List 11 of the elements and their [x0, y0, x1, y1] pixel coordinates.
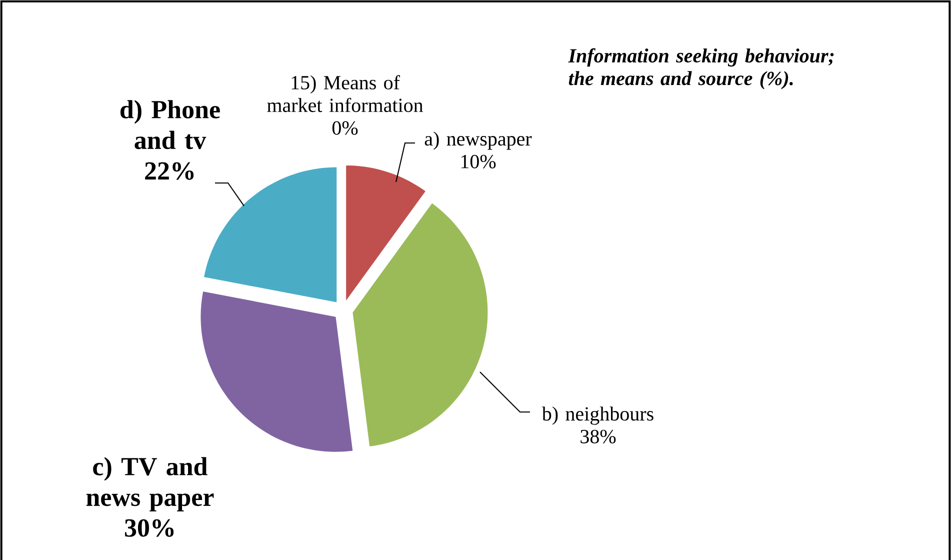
- category-label: 15) Means of market information: [267, 75, 424, 112]
- slice-label: b) neighbours: [542, 406, 654, 425]
- slice-label: a) newspaper: [424, 132, 532, 150]
- data-label: 38%: [580, 430, 616, 444]
- slice-label: c) TV and news paper: [86, 457, 214, 512]
- data-label: 10%: [461, 154, 496, 168]
- slice-label: d) Phone and tv: [120, 100, 220, 150]
- data-label: 30%: [124, 519, 174, 537]
- data-label: 22%: [145, 162, 194, 180]
- text: 0%: [332, 121, 358, 135]
- text: Information seeking behaviour; the means and source (%).: [568, 48, 834, 90]
